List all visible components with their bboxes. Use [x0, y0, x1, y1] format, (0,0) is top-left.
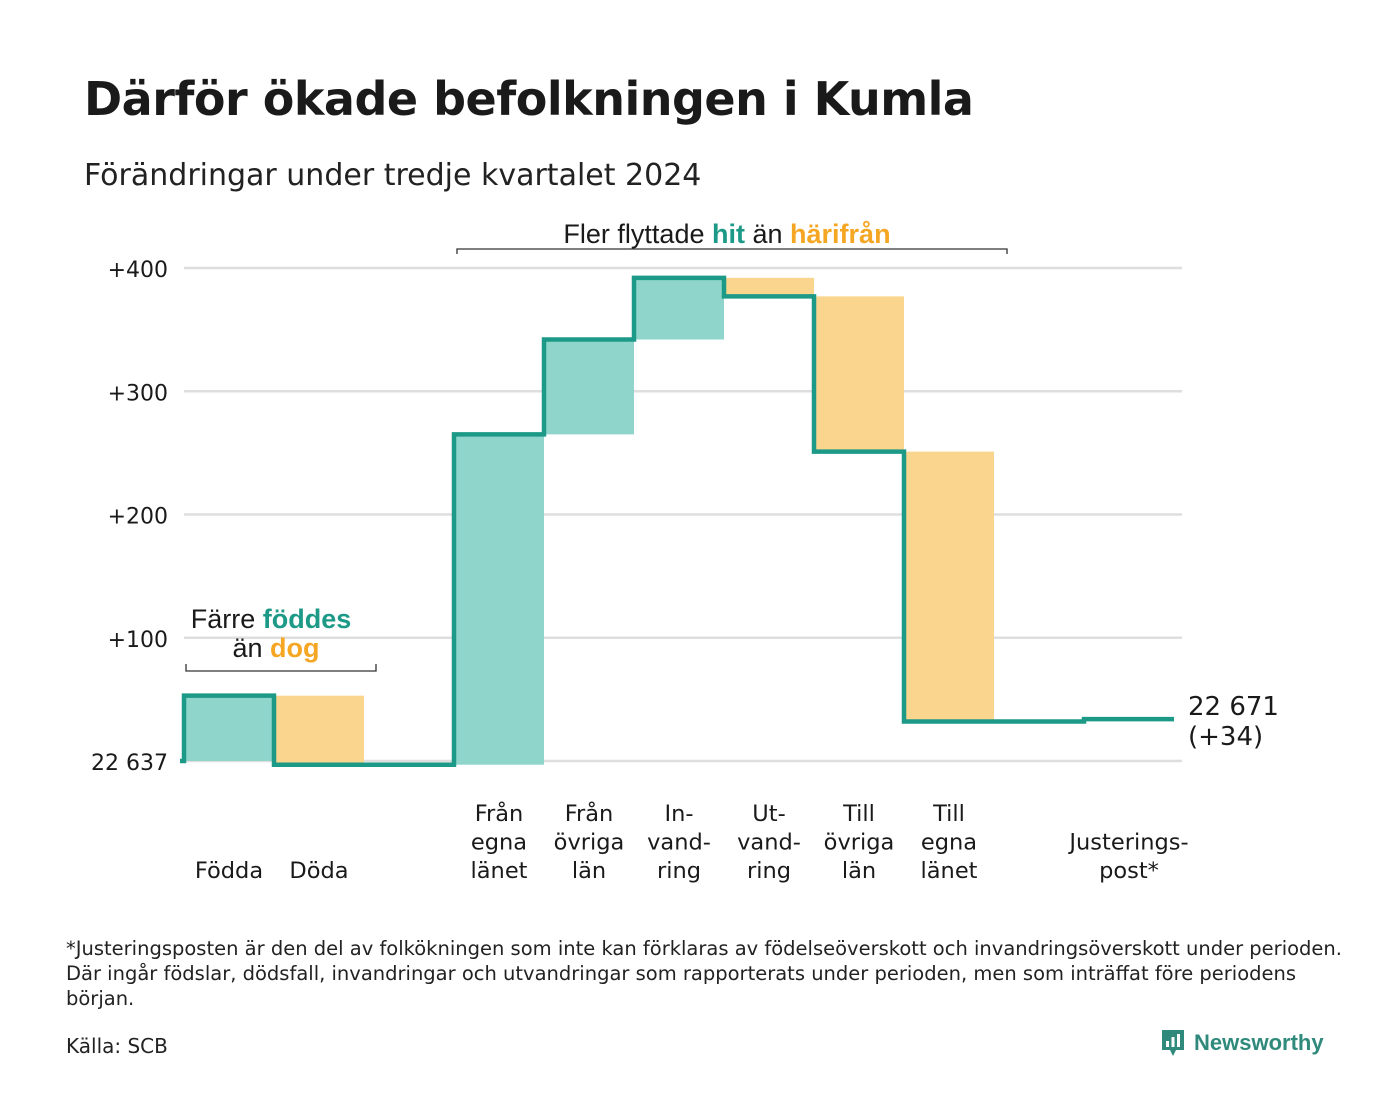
annotation-bracket [185, 664, 377, 672]
footnote: *Justeringsposten är den del av folkökni… [66, 937, 1342, 1010]
annotation-text: Färre [191, 604, 263, 634]
bar-decrease [724, 277, 814, 297]
newsworthy-chart-icon [1162, 1030, 1184, 1056]
y-tick-label: +100 [108, 628, 168, 653]
brand-name: Newsworthy [1194, 1030, 1324, 1055]
source-label: Källa: SCB [66, 1034, 168, 1058]
y-tick-label: +200 [108, 505, 168, 530]
x-tick-label: post* [1099, 858, 1159, 884]
x-tick-label: egna [921, 830, 977, 856]
bar-increase [634, 277, 724, 340]
x-tick-label: Justerings- [1067, 830, 1188, 856]
base-value-label: 22 637 [91, 751, 168, 776]
x-tick-label: vand- [647, 830, 711, 856]
bar-decrease [274, 695, 364, 765]
births-deaths-annotation: Färre föddes än dog [185, 604, 377, 672]
bar-decrease [904, 451, 994, 722]
annotation-bracket [456, 248, 1008, 254]
x-tick-label: vand- [737, 830, 801, 856]
x-tick-label: Födda [195, 858, 263, 884]
x-tick-label: Från [475, 799, 524, 827]
x-axis-labels: Födda DödaFrånegnalänetFrånövrigalänIn-va… [195, 799, 1189, 884]
annotation-highlight-orange: dog [270, 633, 319, 663]
x-tick-label: Från [565, 799, 614, 827]
x-tick-label: län [842, 858, 876, 884]
annotation-text: än [745, 219, 790, 249]
end-change-label: (+34) [1188, 722, 1263, 752]
cumulative-step-line [180, 275, 1174, 767]
annotation-highlight-teal: föddes [263, 604, 352, 634]
annotation-line2: än dog [232, 633, 319, 663]
bar-increase [184, 695, 274, 761]
bar-increase [544, 339, 634, 435]
x-tick-label: Till [842, 801, 875, 827]
annotation-highlight-orange: härifrån [790, 219, 891, 249]
y-tick-label: +300 [108, 381, 168, 406]
newsworthy-logo: Newsworthy [1160, 1028, 1324, 1058]
x-tick-label: Till [932, 801, 965, 827]
x-tick-label: län [572, 858, 606, 884]
x-tick-label: In- [664, 801, 693, 827]
migration-annotation: Fler flyttade hit än härifrån [456, 219, 1008, 254]
page-title: Därför ökade befolkningen i Kumla [84, 72, 974, 126]
annotation-highlight-teal: hit [712, 219, 745, 249]
bar-increase [454, 434, 544, 765]
page-subtitle: Förändringar under tredje kvartalet 2024 [84, 158, 702, 193]
annotation-text: än [232, 633, 270, 663]
y-tick-label: +400 [108, 258, 168, 283]
x-tick-label: länet [471, 858, 528, 884]
x-tick-label: länet [921, 858, 978, 884]
annotation-line1: Färre föddes [191, 604, 352, 634]
y-axis-labels: 22 637 +100 +200 +300 +400 [91, 258, 168, 776]
waterfall-chart: 22 637 +100 +200 +300 +400 Födda Döda Från egna… [91, 219, 1279, 884]
x-tick-label: ring [747, 858, 791, 884]
x-tick-label: Ut- [752, 801, 785, 827]
x-tick-label: övriga [824, 830, 895, 856]
annotation-text: Fler flyttade [563, 219, 712, 249]
x-tick-label: egna [471, 830, 527, 856]
bar-decrease [814, 296, 904, 452]
x-tick-label: Döda [289, 858, 348, 884]
x-tick-label: ring [657, 858, 701, 884]
x-tick-label: övriga [554, 830, 625, 856]
grid-lines [184, 266, 1182, 763]
annotation-migration-text: Fler flyttade hit än härifrån [563, 219, 890, 249]
bar-layer [184, 277, 994, 765]
end-value-label: 22 671 [1188, 692, 1279, 722]
